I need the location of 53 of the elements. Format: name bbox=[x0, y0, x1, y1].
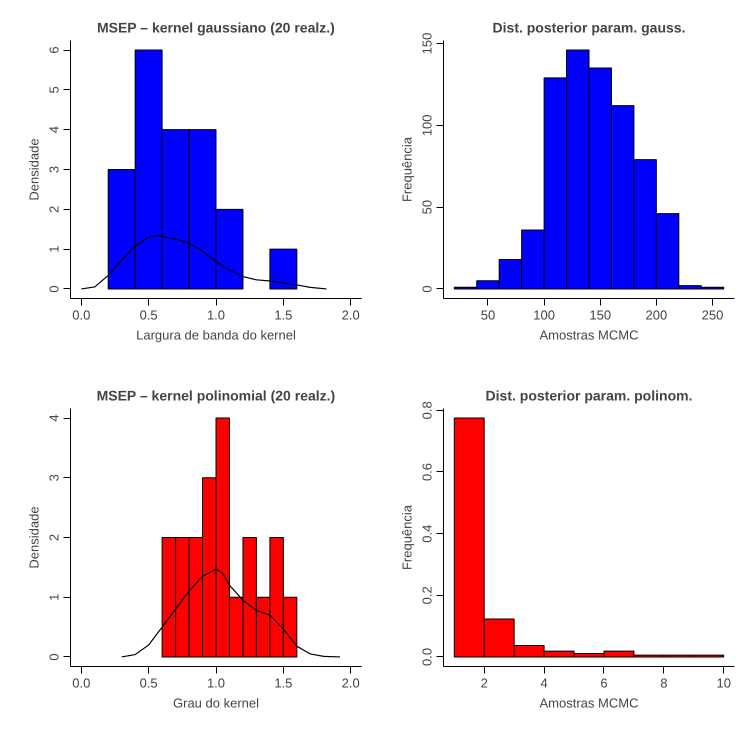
y-tick-label: 3 bbox=[46, 166, 62, 174]
y-tick-label: 0.6 bbox=[420, 462, 434, 482]
x-tick-label: 2.0 bbox=[342, 676, 360, 690]
x-tick-label: 1.0 bbox=[206, 676, 226, 690]
y-tick-label: 100 bbox=[420, 114, 434, 136]
chart-title: MSEP – kernel polinomial (20 realz.) bbox=[96, 388, 336, 404]
chart-title: Dist. posterior param. polinom. bbox=[486, 388, 692, 404]
x-tick-label: 0.5 bbox=[140, 676, 158, 690]
y-tick-label: 5 bbox=[46, 86, 62, 94]
y-tick-label: 0.8 bbox=[420, 401, 434, 420]
y-tick-label: 0.0 bbox=[420, 648, 434, 666]
x-tick-label: 1.5 bbox=[274, 308, 292, 322]
y-axis-title: Frequência bbox=[400, 136, 414, 202]
x-tick-label: 2.0 bbox=[342, 308, 360, 322]
x-tick-label: 1.0 bbox=[206, 308, 226, 322]
x-tick-label: 250 bbox=[702, 308, 724, 322]
y-tick-label: 2 bbox=[46, 534, 62, 542]
y-axis-title: Densidade bbox=[26, 506, 42, 569]
y-tick-label: 150 bbox=[420, 32, 434, 54]
y-tick-label: 1 bbox=[46, 594, 62, 601]
x-tick-label: 150 bbox=[589, 308, 612, 322]
y-tick-label: 4 bbox=[46, 126, 62, 134]
x-tick-label: 0.0 bbox=[72, 676, 90, 690]
y-axis-title: Densidade bbox=[26, 138, 42, 201]
x-tick-label: 1.5 bbox=[274, 676, 292, 690]
y-tick-label: 1 bbox=[46, 246, 62, 253]
x-tick-label: 200 bbox=[646, 308, 668, 322]
y-tick-label: 0 bbox=[46, 285, 62, 293]
x-tick-label: 0.0 bbox=[72, 308, 90, 322]
x-tick-label: 50 bbox=[480, 308, 496, 322]
y-axis-title: Frequência bbox=[400, 504, 414, 570]
chart-title: MSEP – kernel gaussiano (20 realz.) bbox=[96, 20, 335, 36]
y-tick-label: 3 bbox=[46, 474, 62, 482]
x-tick-label: 10 bbox=[716, 676, 731, 690]
x-tick-label: 0.5 bbox=[140, 308, 158, 322]
y-tick-label: 2 bbox=[46, 206, 62, 213]
y-tick-label: 50 bbox=[420, 200, 434, 214]
x-axis-title: Largura de banda do kernel bbox=[136, 328, 296, 342]
y-tick-label: 0.4 bbox=[420, 524, 434, 543]
x-tick-label: 2 bbox=[480, 676, 488, 690]
x-tick-label: 100 bbox=[533, 308, 555, 322]
x-axis-title: Grau do kernel bbox=[173, 696, 260, 710]
x-tick-label: 6 bbox=[600, 676, 608, 690]
y-tick-label: 0 bbox=[420, 285, 434, 293]
chart-title: Dist. posterior param. gauss. bbox=[492, 20, 686, 36]
y-tick-label: 0.2 bbox=[420, 586, 434, 604]
y-tick-label: 6 bbox=[46, 46, 62, 54]
x-axis-title: Amostras MCMC bbox=[540, 328, 638, 342]
x-tick-label: 8 bbox=[660, 676, 668, 690]
y-tick-label: 0 bbox=[46, 653, 62, 661]
y-tick-label: 4 bbox=[46, 414, 62, 422]
x-tick-label: 4 bbox=[540, 676, 548, 690]
x-axis-title: Amostras MCMC bbox=[540, 696, 638, 710]
